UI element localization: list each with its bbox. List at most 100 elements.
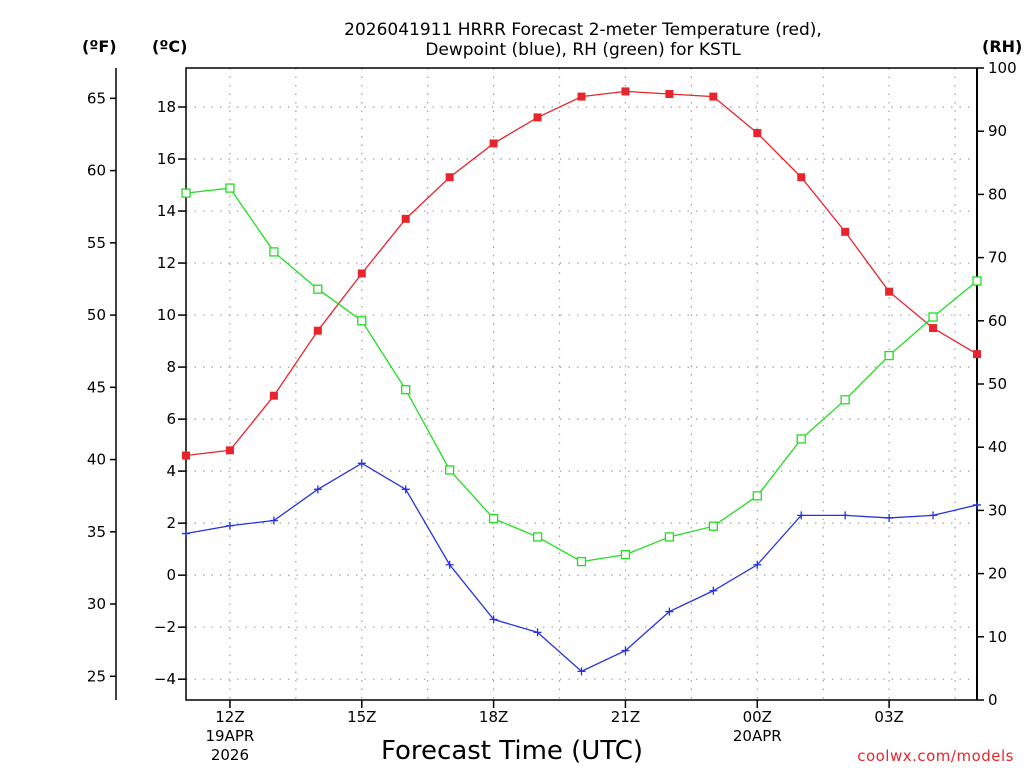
rh-point [708, 521, 718, 531]
rh-tick-label: 60 [988, 312, 1007, 330]
rh-point [972, 276, 982, 286]
celsius-tick-label: 18 [157, 98, 176, 116]
celsius-unit-label: (ºC) [152, 37, 187, 56]
rh-point [225, 183, 235, 193]
dewpoint-series [182, 459, 981, 676]
rh-tick-label: 30 [988, 501, 1007, 519]
dewpoint-point [841, 511, 850, 520]
x-axis-label: Forecast Time (UTC) [381, 736, 643, 766]
temperature-point [973, 350, 981, 359]
celsius-tick-label: 14 [157, 202, 176, 220]
fahrenheit-tick-label: 55 [87, 234, 106, 252]
temperature-point [577, 92, 586, 101]
rh-series [181, 183, 982, 567]
x-tick-label: 19APR [206, 727, 255, 745]
dewpoint-point [797, 511, 806, 520]
temperature-point [929, 324, 938, 333]
celsius-tick-label: −2 [154, 618, 176, 636]
x-tick-label: 03Z [874, 708, 903, 726]
fahrenheit-tick-label: 65 [87, 89, 106, 107]
temperature-point [357, 269, 366, 278]
dewpoint-point [973, 500, 981, 509]
rh-point [269, 247, 279, 257]
temperature-point [885, 287, 894, 296]
dewpoint-point [357, 459, 366, 468]
celsius-tick-label: −4 [154, 670, 176, 688]
dewpoint-point [313, 485, 322, 494]
temperature-point [709, 92, 718, 101]
rh-point [884, 350, 894, 361]
rh-point [181, 188, 191, 198]
dewpoint-point [621, 646, 630, 655]
rh-tick-label: 70 [988, 249, 1007, 267]
rh-point [752, 491, 762, 501]
dewpoint-point [269, 516, 278, 525]
celsius-tick-label: 10 [157, 306, 176, 324]
fahrenheit-unit-label: (ºF) [82, 37, 117, 56]
chart-title-line-1: 2026041911 HRRR Forecast 2-meter Tempera… [344, 20, 822, 40]
rh-point [532, 532, 543, 542]
rh-tick-label: 50 [988, 375, 1007, 393]
celsius-tick-label: 4 [166, 462, 176, 480]
temperature-point [665, 90, 674, 99]
rh-point [357, 316, 367, 326]
x-tick-label: 21Z [611, 708, 640, 726]
dewpoint-point [445, 560, 454, 569]
fahrenheit-tick-label: 40 [87, 451, 106, 469]
x-tick-label: 2026 [211, 746, 249, 764]
rh-point [401, 385, 411, 395]
celsius-tick-label: 12 [157, 254, 176, 272]
dewpoint-point [709, 586, 718, 595]
rh-tick-label: 10 [988, 628, 1007, 646]
rh-tick-label: 40 [988, 438, 1007, 456]
x-tick-label: 15Z [347, 708, 376, 726]
dewpoint-point [401, 485, 410, 494]
temperature-point [269, 391, 278, 400]
chart-axes [110, 67, 984, 708]
rh-unit-label: (RH) [982, 37, 1022, 56]
temperature-point [841, 227, 850, 236]
celsius-tick-label: 16 [157, 150, 176, 168]
temperature-series [182, 87, 981, 460]
rh-tick-label: 100 [988, 59, 1017, 77]
fahrenheit-tick-label: 45 [87, 378, 106, 396]
rh-point [488, 513, 499, 524]
dewpoint-point [489, 615, 498, 624]
fahrenheit-tick-label: 50 [87, 306, 106, 324]
rh-point [620, 549, 631, 560]
rh-point [445, 465, 455, 475]
x-tick-label: 18Z [479, 708, 508, 726]
celsius-tick-label: 6 [166, 410, 176, 428]
source-credit: coolwx.com/models [857, 747, 1014, 765]
dewpoint-line [185, 462, 978, 673]
rh-point [796, 434, 806, 444]
x-tick-label: 12Z [215, 708, 244, 726]
x-tick-label: 00Z [743, 708, 772, 726]
temperature-point [313, 326, 322, 335]
rh-tick-label: 0 [988, 691, 998, 709]
fahrenheit-tick-label: 25 [87, 667, 106, 685]
tick-labels: 181614121086420−2−4656055504540353025100… [87, 59, 1017, 764]
temperature-point [401, 214, 410, 223]
plot-frame [185, 67, 978, 701]
dewpoint-point [665, 607, 674, 616]
temperature-line [185, 90, 978, 457]
rh-line [185, 187, 978, 563]
fahrenheit-tick-label: 35 [87, 523, 106, 541]
rh-tick-label: 20 [988, 565, 1007, 583]
dewpoint-point [533, 628, 542, 637]
data-series [181, 87, 982, 676]
temperature-point [182, 451, 190, 460]
temperature-point [225, 446, 234, 455]
grid-lines [186, 68, 977, 700]
dewpoint-point [225, 521, 234, 530]
fahrenheit-tick-label: 60 [87, 162, 106, 180]
rh-point [313, 284, 323, 294]
chart-title-line-2: Dewpoint (blue), RH (green) for KSTL [425, 40, 741, 60]
temperature-point [753, 129, 762, 138]
dewpoint-point [577, 667, 586, 676]
rh-point [664, 532, 675, 542]
fahrenheit-tick-label: 30 [87, 595, 106, 613]
temperature-point [621, 87, 630, 96]
